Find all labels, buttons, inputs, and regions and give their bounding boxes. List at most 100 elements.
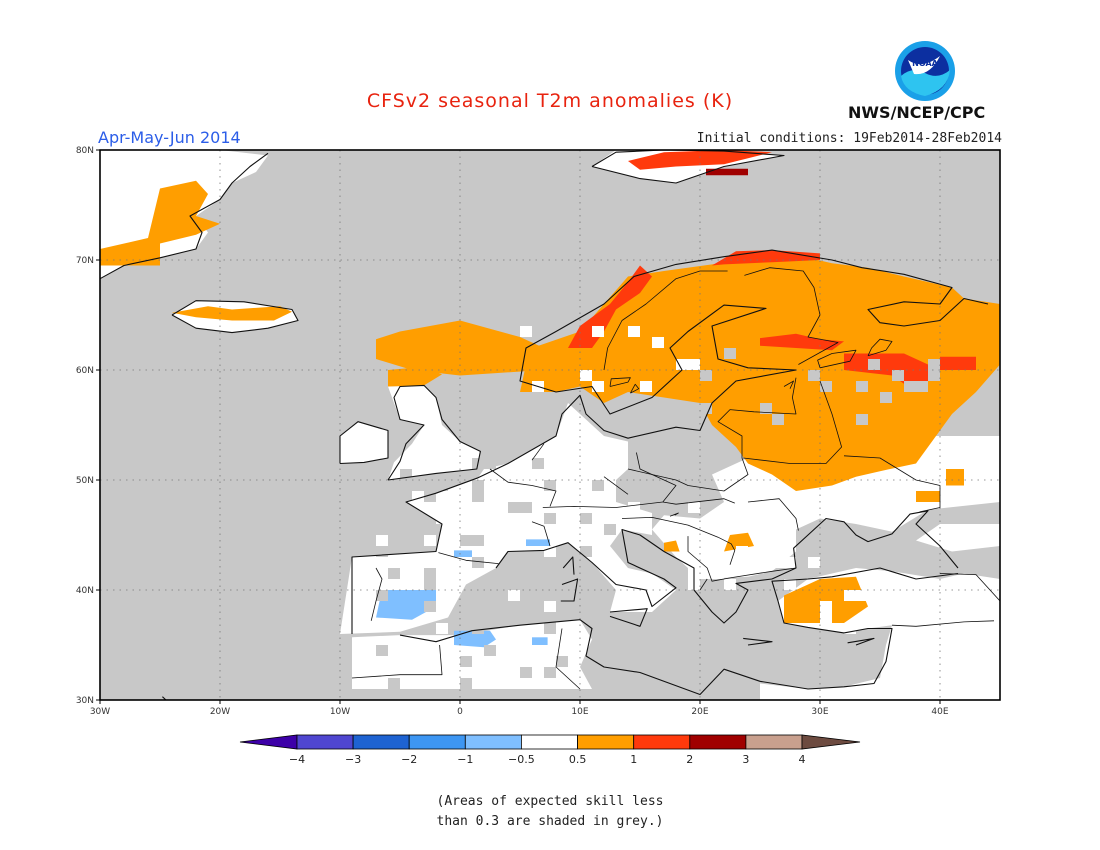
speckle-cell <box>352 535 364 546</box>
speckle-cell <box>424 579 436 590</box>
coastline <box>847 637 875 646</box>
speckle-cell <box>388 568 400 579</box>
speckle-cell <box>580 601 592 612</box>
speckle-cell <box>520 612 532 623</box>
speckle-cell <box>640 689 652 700</box>
country-border <box>662 498 735 505</box>
speckle-cell <box>928 359 940 370</box>
speckle-cell <box>868 359 880 370</box>
speckle-cell <box>628 326 640 337</box>
colorbar-swatch <box>521 734 578 750</box>
speckle-cell <box>844 623 856 634</box>
coastline <box>495 528 773 624</box>
speckle-cell <box>904 590 916 601</box>
skill-note-line2: than 0.3 are shaded in grey.) <box>436 814 664 829</box>
speckle-cell <box>628 502 640 513</box>
country-border <box>627 377 797 492</box>
speckle-cell <box>424 535 436 546</box>
coastline <box>562 556 575 575</box>
speckle-cell <box>856 381 868 392</box>
initial-conditions: Initial conditions: 19Feb2014-28Feb2014 <box>696 131 1002 146</box>
speckle-cell <box>904 381 916 392</box>
speckle-cell <box>940 612 952 623</box>
speckle-cell <box>472 491 484 502</box>
axis-ticks: 30W 20W 10W 0 10E 20E 30E 40E 80N 70N 60N 50N 40N 30N <box>76 146 949 717</box>
anomaly-speckles <box>352 326 988 700</box>
speckle-cell <box>964 601 976 612</box>
speckle-cell <box>676 656 688 667</box>
country-border <box>603 270 728 371</box>
anomaly-region-21 <box>568 265 652 348</box>
speckle-cell <box>628 645 640 656</box>
speckle-cell <box>916 601 928 612</box>
speckle-cell <box>592 326 604 337</box>
country-border <box>438 552 499 564</box>
speckle-cell <box>856 414 868 425</box>
anomaly-region-18 <box>916 491 940 502</box>
speckle-cell <box>616 656 628 667</box>
coastline <box>591 150 785 184</box>
anomaly-region-11 <box>172 306 292 321</box>
speckle-cell <box>592 381 604 392</box>
anomaly-region-27 <box>376 590 436 620</box>
speckle-cell <box>964 612 976 623</box>
speckle-cell <box>784 524 796 535</box>
speckle-cell <box>700 568 712 579</box>
speckle-cell <box>376 546 388 557</box>
colorbar-swatch <box>352 734 410 750</box>
speckle-cell <box>580 546 592 557</box>
lake-outline <box>669 512 679 517</box>
speckle-cell <box>712 524 724 535</box>
coastline <box>339 421 389 465</box>
speckle-cell <box>484 458 496 469</box>
speckle-cell <box>676 678 688 689</box>
speckle-cell <box>688 359 700 370</box>
country-border <box>699 578 708 591</box>
anomaly-region-19 <box>946 469 964 486</box>
speckle-cell <box>688 546 700 557</box>
country-border <box>351 644 443 679</box>
speckle-cell <box>460 656 472 667</box>
speckle-cell <box>940 590 952 601</box>
country-border <box>489 468 557 507</box>
anomaly-region-31 <box>532 637 548 645</box>
lat-tick-label: 50N <box>76 476 94 486</box>
speckle-cell <box>436 623 448 634</box>
speckle-cell <box>640 381 652 392</box>
lon-tick-label: 30W <box>90 707 110 717</box>
speckle-cell <box>928 590 940 601</box>
speckle-cell <box>472 535 484 546</box>
anomaly-region-14 <box>520 254 1000 491</box>
colorbar-low-arrow <box>239 734 298 750</box>
speckle-cell <box>880 392 892 403</box>
colorbar-label: 0.5 <box>569 753 587 766</box>
speckle-cell <box>532 458 544 469</box>
speckle-cell <box>928 370 940 381</box>
speckle-cell <box>556 568 568 579</box>
speckle-cell <box>712 568 724 579</box>
speckle-cell <box>976 590 988 601</box>
colorbar-swatch <box>745 734 803 750</box>
coastline <box>609 608 648 627</box>
speckle-cell <box>676 667 688 678</box>
speckle-cell <box>460 678 472 689</box>
colorbar-label: 1 <box>630 753 637 766</box>
speckle-cell <box>580 689 592 700</box>
speckle-cell <box>904 623 916 634</box>
skill-note-line1: (Areas of expected skill less <box>436 794 664 809</box>
country-border <box>891 620 995 627</box>
speckle-cell <box>532 557 544 568</box>
speckle-cell <box>688 502 700 513</box>
speckle-cell <box>520 667 532 678</box>
skill-note: (Areas of expected skill less than 0.3 a… <box>0 792 1100 832</box>
speckle-cell <box>868 590 880 601</box>
country-border <box>687 536 797 582</box>
coastline <box>560 578 579 602</box>
lake-outline <box>609 377 631 387</box>
speckle-cell <box>496 480 508 491</box>
speckle-cell <box>772 557 784 568</box>
speckle-cell <box>892 370 904 381</box>
speckle-cell <box>544 579 556 590</box>
speckle-cell <box>628 546 640 557</box>
speckle-cell <box>604 645 616 656</box>
